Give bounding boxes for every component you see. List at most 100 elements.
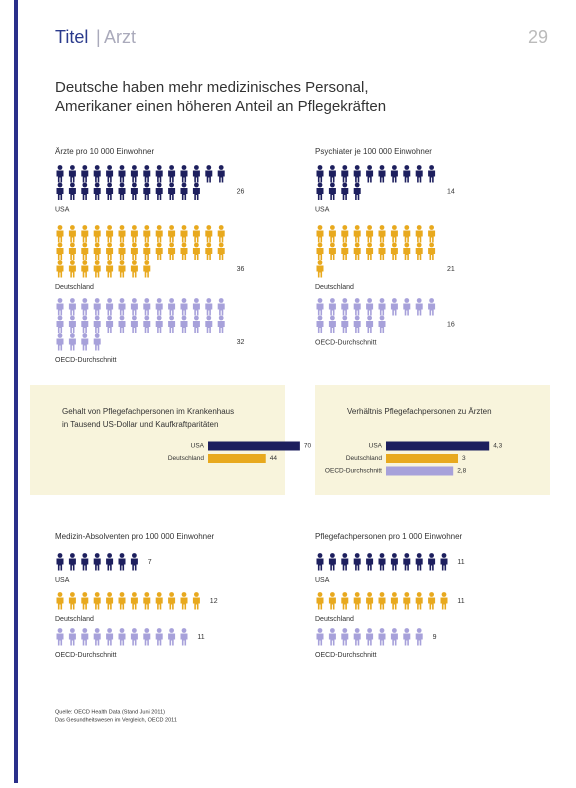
icon-head (379, 225, 385, 230)
icon-head (342, 165, 348, 170)
icon-head (181, 592, 187, 597)
icon-head (367, 242, 372, 248)
icon-body (93, 188, 101, 200)
icon-head (144, 628, 150, 633)
icon-body (217, 321, 225, 333)
pictograph (56, 553, 138, 571)
icon-body (106, 170, 114, 183)
panel-title: Medizin-Absolventen pro 100 000 Einwohne… (55, 532, 215, 541)
icon-head (404, 242, 410, 248)
icon-head (57, 225, 63, 230)
side-bar (14, 0, 18, 783)
icon-head (119, 592, 125, 597)
icon-head (342, 298, 348, 303)
icon-head (107, 592, 112, 597)
group-name: USA (55, 577, 70, 584)
icon-head (317, 592, 323, 597)
icon-body (81, 248, 89, 260)
icon-head (317, 165, 323, 170)
icon-head (392, 628, 397, 633)
icon-head (416, 225, 422, 230)
icon-body (130, 265, 138, 278)
icon-head (156, 315, 162, 321)
value-label: 7 (148, 559, 152, 566)
icon-head (342, 592, 348, 597)
icon-body (93, 170, 101, 183)
icon-body (205, 230, 213, 243)
icon-body (428, 230, 436, 243)
icon-body (81, 170, 89, 183)
icon-body (316, 303, 324, 316)
icon-body (415, 558, 423, 571)
bar-value: 4,3 (493, 443, 502, 450)
group-name: USA (315, 577, 330, 584)
icon-body (366, 248, 374, 260)
icon-body (81, 558, 89, 571)
icon-head (441, 592, 447, 597)
group-name: Deutschland (55, 284, 94, 291)
icon-body (68, 248, 76, 260)
icon-body (192, 170, 200, 183)
icon-head (218, 165, 224, 170)
icon-head (156, 165, 162, 170)
icon-head (70, 298, 75, 303)
icon-head (404, 298, 410, 303)
icon-head (144, 182, 150, 188)
icon-head (379, 165, 385, 170)
icon-body (56, 338, 64, 351)
icon-body (68, 188, 76, 200)
icon-head (181, 182, 187, 188)
value-label: 16 (447, 321, 455, 328)
icon-head (379, 553, 385, 558)
icon-body (68, 597, 76, 610)
icon-body (378, 230, 386, 243)
icon-body (68, 170, 76, 183)
icon-body (205, 248, 213, 260)
icon-head (354, 298, 360, 303)
icon-body (93, 597, 101, 610)
icon-head (70, 225, 75, 230)
icon-head (404, 553, 410, 558)
icon-body (192, 188, 200, 200)
icon-head (416, 628, 422, 633)
icon-head (132, 628, 137, 633)
icon-body (130, 633, 138, 646)
group-name: OECD-Durchschnitt (55, 357, 117, 364)
icon-body (68, 321, 76, 333)
icon-head (119, 315, 125, 321)
icon-body (143, 597, 151, 610)
bar-category: Deutschland (168, 455, 205, 462)
icon-body (390, 303, 398, 316)
icon-body (328, 248, 336, 260)
panel-title: Pflegefachpersonen pro 1 000 Einwohner (315, 532, 463, 541)
icon-body (428, 597, 436, 610)
pictograph (316, 225, 436, 278)
icon-head (404, 165, 410, 170)
icon-head (119, 242, 125, 248)
icon-body (415, 248, 423, 260)
bar (386, 466, 454, 476)
panel-title: in Tausend US-Dollar und Kaufkraftparitä… (62, 420, 218, 429)
icon-head (169, 242, 175, 248)
icon-body (205, 170, 213, 183)
icon-head (107, 260, 112, 265)
icon-head (367, 315, 372, 321)
icon-body (415, 597, 423, 610)
icon-body (440, 558, 448, 571)
icon-body (341, 558, 349, 571)
icon-head (379, 242, 385, 248)
icon-head (317, 260, 323, 265)
icon-head (416, 242, 422, 248)
icon-head (317, 242, 323, 248)
source: Das Gesundheitswesen im Vergleich, OECD … (55, 717, 177, 723)
icon-head (70, 242, 75, 248)
value-label: 21 (447, 266, 455, 273)
icon-body (81, 321, 89, 333)
icon-head (441, 553, 447, 558)
icon-head (156, 225, 162, 230)
icon-body (366, 170, 374, 183)
icon-head (367, 553, 372, 558)
icon-body (390, 170, 398, 183)
icon-head (379, 298, 385, 303)
icon-head (181, 628, 187, 633)
